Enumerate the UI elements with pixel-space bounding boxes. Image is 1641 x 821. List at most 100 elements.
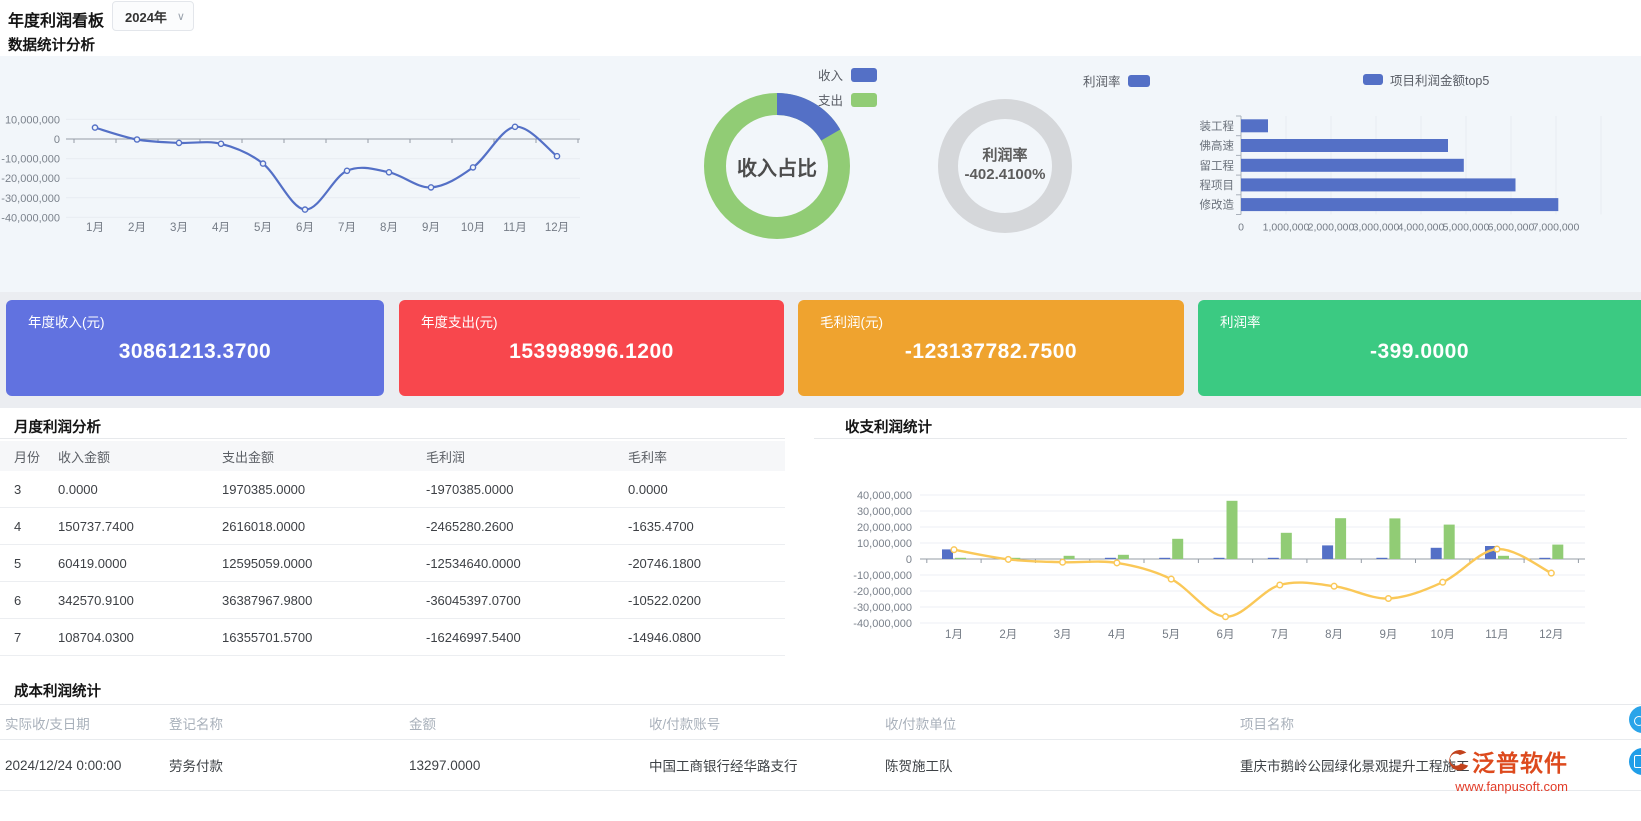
svg-text:2月: 2月 (999, 629, 1017, 641)
svg-text:9月: 9月 (422, 222, 440, 234)
svg-text:0: 0 (54, 134, 60, 146)
floating-message-button[interactable] (1629, 748, 1641, 775)
monthly-profit-panel: 月度利润分析 月份 收入金额 支出金额 毛利润 毛利率 3 0.0000 197… (0, 408, 785, 660)
kpi-label: 年度收入(元) (28, 315, 105, 330)
floating-contact-button[interactable] (1629, 706, 1641, 733)
contact-icon (1634, 716, 1641, 726)
svg-text:12月: 12月 (545, 222, 569, 234)
section-title: 数据统计分析 (8, 38, 95, 54)
svg-text:10月: 10月 (461, 222, 485, 234)
table-row: 2024/12/24 0:00:00 劳务付款 13297.0000 中国工商银… (0, 739, 1641, 791)
svg-text:-40,000,000: -40,000,000 (1, 212, 60, 224)
svg-text:留工程: 留工程 (1200, 159, 1235, 172)
svg-text:3月: 3月 (1054, 629, 1072, 641)
income-expense-title: 收支利润统计 (845, 420, 932, 436)
svg-text:5月: 5月 (1162, 629, 1180, 641)
svg-text:-30,000,000: -30,000,000 (853, 602, 912, 614)
col-project: 项目名称 (1239, 707, 1641, 740)
svg-text:1月: 1月 (945, 629, 963, 641)
divider (814, 438, 1627, 439)
kpi-label: 年度支出(元) (421, 315, 498, 330)
table-row: 7 108704.0300 16355701.5700 -16246997.54… (0, 618, 785, 656)
legend-item-expense[interactable]: 支出 (818, 90, 878, 109)
legend-swatch-project-top5 (1363, 74, 1383, 85)
svg-text:2月: 2月 (128, 222, 146, 234)
svg-text:5,000,000: 5,000,000 (1443, 222, 1490, 234)
col-account: 收/付款账号 (648, 707, 884, 740)
svg-text:0: 0 (1238, 222, 1244, 234)
kpi-value: -399.0000 (1369, 340, 1470, 363)
legend-item-project-top5[interactable]: 项目利润金额top5 (1363, 70, 1489, 89)
svg-text:程项目: 程项目 (1200, 179, 1235, 192)
svg-text:40,000,000: 40,000,000 (857, 490, 912, 502)
svg-text:10月: 10月 (1431, 629, 1455, 641)
svg-text:7月: 7月 (1271, 629, 1289, 641)
cost-profit-table: 实际收/支日期 登记名称 金额 收/付款账号 收/付款单位 项目名称 2024/… (0, 707, 1641, 791)
legend-swatch-profit-rate (1127, 74, 1150, 87)
message-icon (1634, 755, 1641, 768)
svg-text:装工程: 装工程 (1200, 120, 1235, 133)
col-unit: 收/付款单位 (884, 707, 1239, 740)
svg-text:3月: 3月 (170, 222, 188, 234)
kpi-label: 毛利润(元) (820, 315, 883, 330)
table-header-row: 月份 收入金额 支出金额 毛利润 毛利率 (0, 441, 785, 471)
svg-text:1,000,000: 1,000,000 (1263, 222, 1310, 234)
svg-text:11月: 11月 (503, 222, 526, 234)
kpi-card-gross-profit: 毛利润(元) -123137782.7500 (798, 300, 1184, 396)
income-expense-panel: 收支利润统计 40,000,000 30,000,000 20,000,000 10,… (800, 408, 1641, 660)
monthly-profit-table: 月份 收入金额 支出金额 毛利润 毛利率 3 0.0000 1970385.00… (0, 441, 785, 656)
kpi-value: -123137782.7500 (904, 340, 1078, 363)
svg-text:9月: 9月 (1379, 629, 1397, 641)
svg-text:4,000,000: 4,000,000 (1398, 222, 1445, 234)
page-header: 年度利润看板 2024年 ∨ 数据统计分析 (0, 0, 1641, 56)
kpi-value: 153998996.1200 (509, 340, 674, 363)
svg-text:0: 0 (906, 554, 912, 566)
year-select[interactable]: 2024年 ∨ (112, 1, 194, 31)
income-expense-combo-chart: 40,000,000 30,000,000 20,000,000 10,000,000… (853, 490, 1585, 641)
svg-text:11月: 11月 (1485, 629, 1508, 641)
kpi-card-annual-expense: 年度支出(元) 153998996.1200 (399, 300, 784, 396)
kpi-card-profit-rate: 利润率 -399.0000 (1198, 300, 1641, 396)
col-income: 收入金额 (57, 441, 221, 471)
svg-text:-20,000,000: -20,000,000 (853, 586, 912, 598)
col-amount: 金额 (408, 707, 648, 740)
svg-text:4月: 4月 (212, 222, 230, 234)
monthly-profit-title: 月度利润分析 (14, 420, 101, 436)
kpi-band: 年度收入(元) 30861213.3700 年度支出(元) 153998996.… (0, 292, 1641, 408)
profit-rate-donut-chart (938, 99, 1072, 233)
legend-swatch-expense (851, 92, 878, 107)
col-gross-profit: 毛利润 (425, 441, 627, 471)
legend-item-income[interactable]: 收入 (818, 65, 878, 84)
table-row: 5 60419.0000 12595059.0000 -12534640.000… (0, 544, 785, 582)
kpi-card-annual-income: 年度收入(元) 30861213.3700 (6, 300, 384, 396)
col-expense: 支出金额 (221, 441, 425, 471)
kpi-value: 30861213.3700 (118, 340, 272, 363)
svg-text:1月: 1月 (86, 222, 104, 234)
svg-text:10,000,000: 10,000,000 (857, 538, 912, 550)
svg-text:-30,000,000: -30,000,000 (1, 193, 60, 205)
table-row: 4 150737.7400 2616018.0000 -2465280.2600… (0, 507, 785, 545)
table-header-row: 实际收/支日期 登记名称 金额 收/付款账号 收/付款单位 项目名称 (0, 707, 1641, 740)
svg-text:佛高速: 佛高速 (1200, 139, 1235, 153)
cost-profit-panel: 成本利润统计 实际收/支日期 登记名称 金额 收/付款账号 收/付款单位 项目名… (0, 672, 1641, 821)
chevron-down-icon: ∨ (176, 11, 185, 23)
legend-item-profit-rate[interactable]: 利润率 (1083, 71, 1150, 90)
svg-text:8月: 8月 (380, 222, 398, 234)
statistics-chart-panel: 10,000,000 0 -10,000,000 -20,000,000 -30,000… (0, 56, 1641, 292)
kpi-label: 利润率 (1220, 315, 1261, 330)
svg-text:8月: 8月 (1325, 629, 1343, 641)
col-date: 实际收/支日期 (0, 707, 168, 740)
table-row: 6 342570.9100 36387967.9800 -36045397.07… (0, 581, 785, 619)
svg-text:6月: 6月 (296, 222, 314, 234)
table-row: 3 0.0000 1970385.0000 -1970385.0000 0.00… (0, 471, 785, 508)
svg-text:-10,000,000: -10,000,000 (1, 154, 60, 166)
income-ratio-donut-chart (704, 93, 850, 239)
svg-text:-20,000,000: -20,000,000 (1, 173, 60, 185)
svg-text:3,000,000: 3,000,000 (1353, 222, 1400, 234)
col-gross-margin: 毛利率 (627, 441, 785, 471)
svg-text:10,000,000: 10,000,000 (5, 114, 60, 126)
svg-text:4月: 4月 (1108, 629, 1126, 641)
cost-profit-title: 成本利润统计 (14, 684, 101, 700)
year-select-value: 2024年 (125, 9, 167, 25)
svg-text:5月: 5月 (254, 222, 272, 234)
